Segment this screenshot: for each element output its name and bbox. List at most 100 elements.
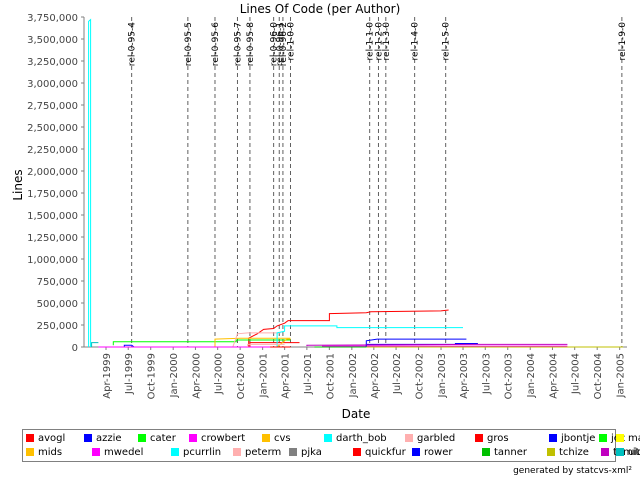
series-line-peterm — [247, 343, 285, 347]
legend-item-crowbert: crowbert — [189, 432, 245, 445]
legend-swatch — [84, 434, 92, 442]
x-tick-label: Apr-2000 — [191, 353, 202, 399]
release-marker-label: rel-1-0-0 — [286, 22, 296, 61]
series-line-cater — [112, 339, 291, 346]
legend-item-jbontje: jbontje — [549, 432, 595, 445]
x-tick-label: Oct-1999 — [147, 353, 158, 399]
legend-item-rower: rower — [412, 446, 452, 459]
legend-item-pjka: pjka — [289, 446, 322, 459]
x-tick-label: Jan-2003 — [437, 353, 448, 398]
legend-label: azzie — [96, 433, 122, 444]
legend-label: tchize — [559, 447, 589, 458]
legend-swatch — [289, 448, 297, 456]
series-line-pcurrlin — [276, 325, 463, 347]
series-line-darth-bob — [88, 18, 92, 347]
legend-item-mardahl: mardahl — [616, 432, 640, 445]
y-tick-label: 2,750,000 — [27, 101, 78, 112]
legend-label: gros — [487, 433, 509, 444]
x-tick-label: Oct-2003 — [504, 353, 515, 399]
release-marker-label: rel-1-1-0 — [366, 22, 376, 61]
legend-swatch — [601, 448, 609, 456]
legend-item-garbled: garbled — [405, 432, 455, 445]
legend-item-tchize: tchize — [547, 446, 589, 459]
legend-swatch — [412, 448, 420, 456]
x-tick-label: Jan-2004 — [526, 353, 537, 398]
legend-item-avogl: avogl — [26, 432, 65, 445]
legend-label: rower — [424, 447, 453, 458]
legend-swatch — [353, 448, 361, 456]
x-tick-label: Jan-2002 — [348, 353, 359, 398]
legend-swatch — [262, 434, 270, 442]
x-tick-label: Jul-2001 — [303, 353, 314, 395]
legend-swatch — [547, 448, 555, 456]
y-tick-label: 0 — [72, 343, 78, 354]
release-marker-label: rel-0-96-1 — [275, 22, 285, 66]
legend-label: pjka — [301, 447, 322, 458]
legend-label: jbontje — [561, 433, 596, 444]
release-marker-label: rel-0-96-0 — [270, 22, 280, 66]
legend-item-temitchell: temitchell — [601, 446, 640, 459]
series-line-garbled — [232, 332, 281, 348]
legend-swatch — [26, 434, 34, 442]
x-tick-label: Oct-2004 — [593, 353, 604, 399]
legend-item-cater: cater — [138, 432, 176, 445]
legend-label: uid200 — [628, 447, 640, 458]
x-tick-label: Jul-1999 — [124, 353, 135, 395]
x-tick-label: Jan-2000 — [169, 353, 180, 398]
y-tick-label: 500,000 — [37, 299, 78, 310]
legend-swatch — [616, 448, 624, 456]
legend: avogl azzie cater crowbert cvs darth_bob garbl… — [22, 429, 640, 462]
y-tick-label: 1,000,000 — [27, 255, 78, 266]
legend-swatch — [138, 434, 146, 442]
release-marker-label: rel-1-9-0 — [618, 22, 628, 61]
legend-label: cater — [150, 433, 176, 444]
y-tick-label: 1,750,000 — [27, 189, 78, 200]
legend-label: pcurrlin — [183, 447, 222, 458]
x-tick-label: Oct-2000 — [236, 353, 247, 399]
legend-item-cvs: cvs — [262, 432, 291, 445]
release-marker-label: rel-1-4-0 — [411, 22, 421, 61]
y-tick-label: 750,000 — [37, 277, 78, 288]
legend-label: mardahl — [628, 433, 640, 444]
legend-label: tanner — [494, 447, 527, 458]
release-marker-label: rel-0-95-8 — [246, 22, 256, 66]
release-marker-label: rel-1-3-0 — [382, 22, 392, 61]
x-tick-label: Apr-1999 — [102, 353, 113, 399]
legend-label: temitchell — [613, 447, 640, 458]
y-tick-label: 3,500,000 — [27, 35, 78, 46]
legend-item-pcurrlin: pcurrlin — [171, 446, 221, 459]
y-tick-label: 3,000,000 — [27, 79, 78, 90]
y-axis-label: Lines — [11, 169, 25, 200]
y-tick-label: 2,250,000 — [27, 145, 78, 156]
x-tick-label: Oct-2001 — [325, 353, 336, 399]
series-line-temitchell — [306, 343, 568, 347]
x-tick-label: Apr-2004 — [548, 353, 559, 399]
x-tick-label: Jan-2005 — [616, 353, 627, 398]
legend-label: cvs — [274, 433, 291, 444]
legend-item-mwedel: mwedel — [92, 446, 143, 459]
legend-swatch — [26, 448, 34, 456]
plot-area: 0 250,000 500,000 750,000 1,000,000 1,250,000… — [27, 13, 628, 399]
legend-label: peterm — [245, 447, 282, 458]
legend-swatch — [599, 434, 607, 442]
y-tick-label: 1,500,000 — [27, 211, 78, 222]
legend-item-tanner: tanner — [482, 446, 527, 459]
legend-item-quickfur: quickfur — [353, 446, 406, 459]
y-tick-label: 2,000,000 — [27, 167, 78, 178]
y-tick-label: 3,750,000 — [27, 13, 78, 24]
legend-label: garbled — [417, 433, 456, 444]
legend-label: quickfur — [365, 447, 406, 458]
release-marker-label: rel-1-5-0 — [442, 22, 452, 61]
legend-item-gros: gros — [475, 432, 509, 445]
legend-swatch — [405, 434, 413, 442]
release-marker-label: rel-0-95-5 — [184, 22, 194, 66]
x-tick-label: Oct-2002 — [415, 353, 426, 399]
x-tick-label: Jul-2000 — [214, 353, 225, 395]
legend-item-azzie: azzie — [84, 432, 122, 445]
legend-swatch — [482, 448, 490, 456]
release-marker-label: rel-0-96-2 — [279, 22, 289, 66]
legend-swatch — [616, 434, 624, 442]
legend-item-darth-bob: darth_bob — [324, 432, 387, 445]
release-marker-label: rel-1-2-0 — [374, 22, 384, 61]
legend-label: mids — [38, 447, 63, 458]
